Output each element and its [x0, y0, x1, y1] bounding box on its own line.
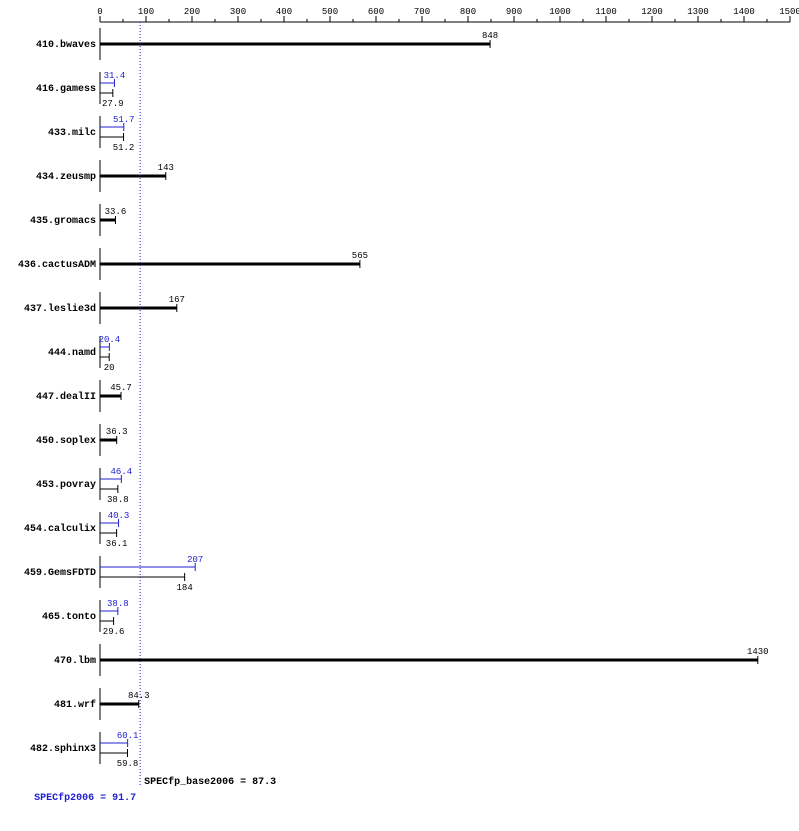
axis-tick-label: 400: [276, 7, 292, 17]
axis-tick-label: 800: [460, 7, 476, 17]
benchmark-label: 481.wrf: [54, 699, 96, 711]
axis-tick-label: 1300: [687, 7, 709, 17]
axis-tick-label: 1100: [595, 7, 617, 17]
benchmark-label: 454.calculix: [24, 523, 96, 535]
benchmark-label: 437.leslie3d: [24, 303, 96, 315]
benchmark-label: 444.namd: [48, 347, 96, 359]
result-value: 40.3: [108, 511, 130, 521]
result-value: 38.8: [107, 599, 129, 609]
axis-tick-label: 1400: [733, 7, 755, 17]
benchmark-label: 434.zeusmp: [36, 172, 96, 183]
result-value: 51.7: [113, 115, 135, 125]
benchmark-label: 459.GemsFDTD: [24, 568, 96, 579]
result-value: 565: [352, 251, 368, 261]
benchmark-label: 450.soplex: [36, 435, 96, 447]
summary-line: SPECfp2006 = 91.7: [34, 792, 136, 804]
result-value: 33.6: [105, 207, 127, 217]
result-value: 38.8: [107, 495, 129, 505]
axis-tick-label: 500: [322, 7, 338, 17]
summary-line: SPECfp_base2006 = 87.3: [144, 776, 276, 788]
result-value: 20.4: [99, 335, 121, 345]
result-value: 46.4: [111, 467, 133, 477]
benchmark-label: 465.tonto: [42, 612, 96, 623]
result-value: 848: [482, 31, 498, 41]
axis-tick-label: 200: [184, 7, 200, 17]
result-value: 45.7: [110, 383, 132, 393]
result-value: 51.2: [113, 143, 135, 153]
benchmark-label: 410.bwaves: [36, 39, 96, 51]
axis-tick-label: 600: [368, 7, 384, 17]
result-value: 167: [169, 295, 185, 305]
result-value: 84.3: [128, 691, 150, 701]
result-value: 36.1: [106, 539, 128, 549]
result-value: 59.8: [117, 759, 139, 769]
benchmark-label: 447.dealII: [36, 391, 96, 403]
benchmark-label: 482.sphinx3: [30, 743, 96, 755]
axis-tick-label: 1200: [641, 7, 663, 17]
result-value: 1430: [747, 647, 769, 657]
result-value: 184: [177, 583, 193, 593]
benchmark-label: 436.cactusADM: [18, 260, 96, 271]
axis-tick-label: 1500: [779, 7, 799, 17]
benchmark-label: 470.lbm: [54, 655, 96, 667]
benchmark-label: 433.milc: [48, 127, 96, 139]
benchmark-label: 435.gromacs: [30, 216, 96, 227]
result-value: 207: [187, 555, 203, 565]
axis-tick-label: 300: [230, 7, 246, 17]
axis-tick-label: 900: [506, 7, 522, 17]
benchmark-label: 416.gamess: [36, 84, 96, 95]
axis-tick-label: 0: [97, 7, 102, 17]
result-value: 29.6: [103, 627, 125, 637]
result-value: 143: [158, 163, 174, 173]
axis-tick-label: 1000: [549, 7, 571, 17]
result-value: 31.4: [104, 71, 126, 81]
axis-tick-label: 700: [414, 7, 430, 17]
axis-tick-label: 100: [138, 7, 154, 17]
result-value: 60.1: [117, 731, 139, 741]
result-value: 20: [104, 363, 115, 373]
result-value: 36.3: [106, 427, 128, 437]
result-value: 27.9: [102, 99, 124, 109]
spec-fp-chart: 0 100 200 300 400 500 600 700 800 900 1000 1100 1200…: [0, 0, 799, 831]
benchmark-label: 453.povray: [36, 480, 96, 491]
